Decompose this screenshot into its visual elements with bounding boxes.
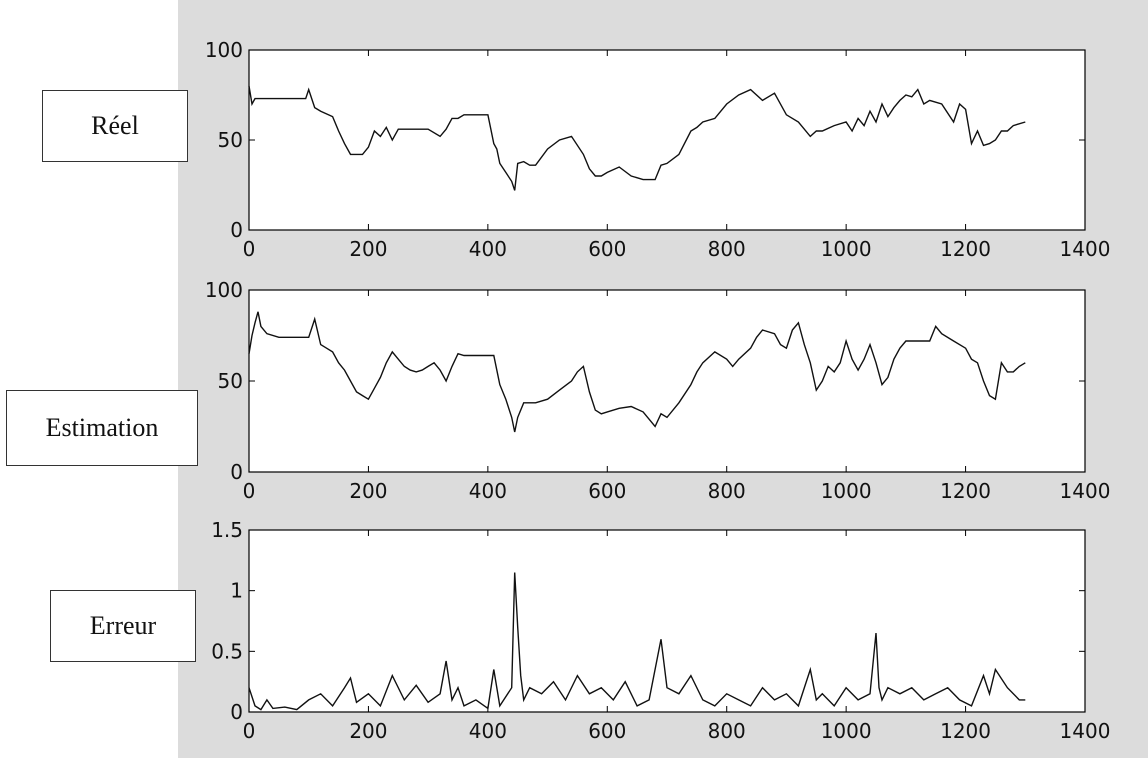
x-tick-label-reel-5: 1000 (821, 237, 872, 261)
x-tick-label-reel-2: 400 (469, 237, 507, 261)
x-tick-label-erreur-1: 200 (349, 719, 387, 743)
plot-area-reel (248, 49, 1086, 231)
series-line-estimation-0 (248, 311, 1026, 433)
x-tick-label-estimation-3: 600 (588, 479, 626, 503)
x-tick-label-estimation-7: 1400 (1060, 479, 1111, 503)
label-estimation-text: Estimation (45, 413, 159, 442)
x-tick-label-estimation-5: 1000 (821, 479, 872, 503)
y-tick-label-estimation-2: 100 (205, 278, 243, 302)
y-tick-label-reel-2: 100 (205, 38, 243, 62)
x-tick-label-erreur-4: 800 (708, 719, 746, 743)
x-tick-label-erreur-5: 1000 (821, 719, 872, 743)
x-tick-label-erreur-6: 1200 (940, 719, 991, 743)
x-tick-label-reel-6: 1200 (940, 237, 991, 261)
plot-area-erreur (248, 529, 1086, 713)
y-tick-label-erreur-2: 1 (230, 579, 243, 603)
x-tick-label-erreur-7: 1400 (1060, 719, 1111, 743)
x-tick-label-erreur-3: 600 (588, 719, 626, 743)
y-tick-label-reel-1: 50 (218, 128, 243, 152)
series-line-reel-0 (248, 85, 1026, 191)
label-estimation: Estimation (6, 390, 198, 466)
y-tick-label-erreur-1: 0.5 (211, 639, 243, 663)
x-tick-label-estimation-1: 200 (349, 479, 387, 503)
plot-area-estimation (248, 289, 1086, 473)
x-tick-label-estimation-4: 800 (708, 479, 746, 503)
x-tick-label-reel-3: 600 (588, 237, 626, 261)
y-tick-label-erreur-0: 0 (230, 700, 243, 724)
x-tick-label-reel-1: 200 (349, 237, 387, 261)
y-tick-label-estimation-0: 0 (230, 460, 243, 484)
y-tick-label-reel-0: 0 (230, 218, 243, 242)
label-reel-text: Réel (91, 111, 139, 140)
y-tick-label-estimation-1: 50 (218, 369, 243, 393)
label-erreur: Erreur (50, 590, 196, 662)
x-tick-label-estimation-0: 0 (243, 479, 256, 503)
label-reel: Réel (42, 90, 188, 162)
x-tick-label-reel-4: 800 (708, 237, 746, 261)
x-tick-label-estimation-2: 400 (469, 479, 507, 503)
y-tick-label-erreur-3: 1.5 (211, 518, 243, 542)
series-line-erreur-0 (248, 572, 1026, 711)
x-tick-label-reel-7: 1400 (1060, 237, 1111, 261)
x-tick-label-reel-0: 0 (243, 237, 256, 261)
label-erreur-text: Erreur (89, 611, 157, 640)
x-tick-label-estimation-6: 1200 (940, 479, 991, 503)
x-tick-label-erreur-0: 0 (243, 719, 256, 743)
x-tick-label-erreur-2: 400 (469, 719, 507, 743)
